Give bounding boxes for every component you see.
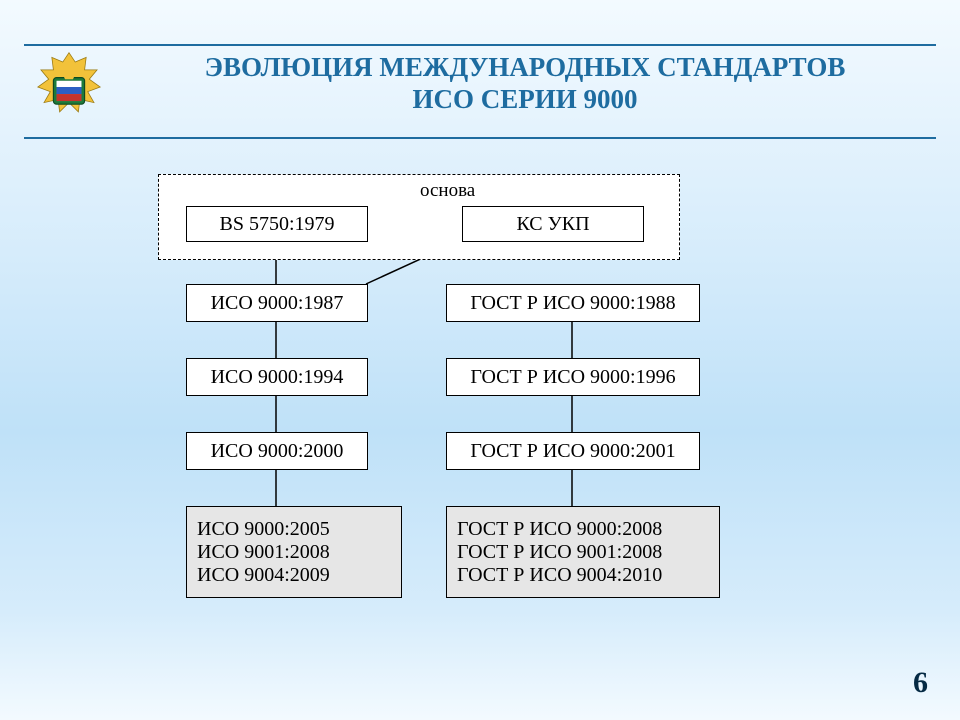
title-line2: ИСО СЕРИИ 9000: [412, 84, 637, 114]
page-title: ЭВОЛЮЦИЯ МЕЖДУНАРОДНЫХ СТАНДАРТОВ ИСО СЕ…: [130, 52, 920, 116]
node-gost96: ГОСТ Р ИСО 9000:1996: [446, 358, 700, 396]
node-line: ИСО 9000:2005: [197, 518, 330, 541]
node-line: ГОСТ Р ИСО 9001:2008: [457, 541, 662, 564]
node-iso94: ИСО 9000:1994: [186, 358, 368, 396]
node-line: КС УКП: [516, 213, 589, 236]
basis-label: основа: [420, 180, 475, 202]
node-line: ИСО 9000:1987: [211, 292, 344, 315]
node-iso87: ИСО 9000:1987: [186, 284, 368, 322]
node-kc: КС УКП: [462, 206, 644, 242]
diagram: основа BS 5750:1979 КС УКП ИСО 9000:1987 ГОС…: [150, 174, 780, 654]
top-rule: [24, 44, 936, 46]
node-line: ГОСТ Р ИСО 9004:2010: [457, 564, 662, 587]
node-gost01: ГОСТ Р ИСО 9000:2001: [446, 432, 700, 470]
node-gost88: ГОСТ Р ИСО 9000:1988: [446, 284, 700, 322]
node-line: ИСО 9000:1994: [211, 366, 344, 389]
node-iso00: ИСО 9000:2000: [186, 432, 368, 470]
node-gostblk: ГОСТ Р ИСО 9000:2008ГОСТ Р ИСО 9001:2008…: [446, 506, 720, 598]
node-line: ИСО 9004:2009: [197, 564, 330, 587]
node-line: ГОСТ Р ИСО 9000:1996: [470, 366, 675, 389]
node-line: BS 5750:1979: [219, 213, 334, 236]
node-line: ГОСТ Р ИСО 9000:1988: [470, 292, 675, 315]
node-isoblk: ИСО 9000:2005ИСО 9001:2008ИСО 9004:2009: [186, 506, 402, 598]
node-line: ГОСТ Р ИСО 9000:2001: [470, 440, 675, 463]
node-line: ИСО 9001:2008: [197, 541, 330, 564]
page-number: 6: [913, 666, 928, 700]
bottom-rule: [24, 137, 936, 139]
emblem-icon: [30, 48, 108, 126]
node-line: ИСО 9000:2000: [211, 440, 344, 463]
slide: ЭВОЛЮЦИЯ МЕЖДУНАРОДНЫХ СТАНДАРТОВ ИСО СЕ…: [0, 0, 960, 720]
node-line: ГОСТ Р ИСО 9000:2008: [457, 518, 662, 541]
node-bs: BS 5750:1979: [186, 206, 368, 242]
title-line1: ЭВОЛЮЦИЯ МЕЖДУНАРОДНЫХ СТАНДАРТОВ: [205, 52, 846, 82]
